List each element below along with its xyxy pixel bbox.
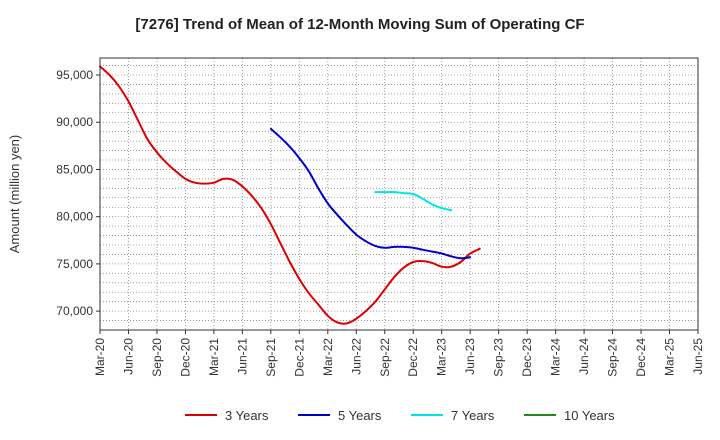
legend-label-10-years: 10 Years — [564, 408, 615, 423]
y-tick-label: 85,000 — [56, 162, 93, 176]
x-tick-label: Mar-24 — [549, 338, 563, 376]
y-tick-label: 70,000 — [56, 304, 93, 318]
y-tick-label: 80,000 — [56, 210, 93, 224]
y-tick-label: 95,000 — [56, 68, 93, 82]
x-tick-label: Jun-23 — [463, 338, 477, 375]
legend-label-3-years: 3 Years — [225, 408, 269, 423]
x-tick-label: Dec-21 — [292, 338, 306, 377]
y-axis-label: Amount (million yen) — [7, 135, 22, 254]
x-tick-label: Jun-20 — [121, 338, 135, 375]
grid — [99, 58, 699, 331]
legend: 3 Years 5 Years 7 Years 10 Years — [185, 408, 615, 423]
series-line-3-years — [99, 65, 481, 325]
plot-frame — [99, 57, 699, 331]
x-axis-ticks: Mar-20 Jun-20 Sep-20 Dec-20 Mar-21 Jun-21 Sep-… — [93, 330, 705, 377]
x-tick-label: Sep-24 — [606, 338, 620, 377]
x-tick-label: Mar-25 — [663, 338, 677, 376]
x-tick-label: Sep-20 — [150, 338, 164, 377]
series-lines — [99, 65, 481, 325]
x-tick-label: Dec-24 — [634, 338, 648, 377]
x-tick-label: Jun-22 — [349, 338, 363, 375]
x-tick-label: Dec-20 — [178, 338, 192, 377]
legend-label-5-years: 5 Years — [338, 408, 382, 423]
chart-title: [7276] Trend of Mean of 12-Month Moving … — [135, 16, 584, 33]
series-line-5-years — [269, 127, 472, 260]
series-line-7-years — [374, 191, 453, 212]
x-tick-label: Mar-21 — [207, 338, 221, 376]
x-tick-label: Dec-23 — [520, 338, 534, 377]
x-tick-label: Mar-23 — [435, 338, 449, 376]
x-tick-label: Dec-22 — [406, 338, 420, 377]
x-tick-label: Jun-24 — [577, 338, 591, 375]
legend-label-7-years: 7 Years — [451, 408, 495, 423]
x-tick-label: Sep-22 — [378, 338, 392, 377]
x-tick-label: Mar-22 — [321, 338, 335, 376]
x-tick-label: Jun-25 — [691, 338, 705, 375]
x-tick-label: Mar-20 — [93, 338, 107, 376]
x-tick-label: Sep-23 — [492, 338, 506, 377]
y-tick-label: 75,000 — [56, 257, 93, 271]
y-axis-ticks: 70,000 75,000 80,000 85,000 90,000 95,000 — [56, 68, 100, 318]
x-tick-label: Jun-21 — [235, 338, 249, 375]
y-tick-label: 90,000 — [56, 115, 93, 129]
x-tick-label: Sep-21 — [264, 338, 278, 377]
